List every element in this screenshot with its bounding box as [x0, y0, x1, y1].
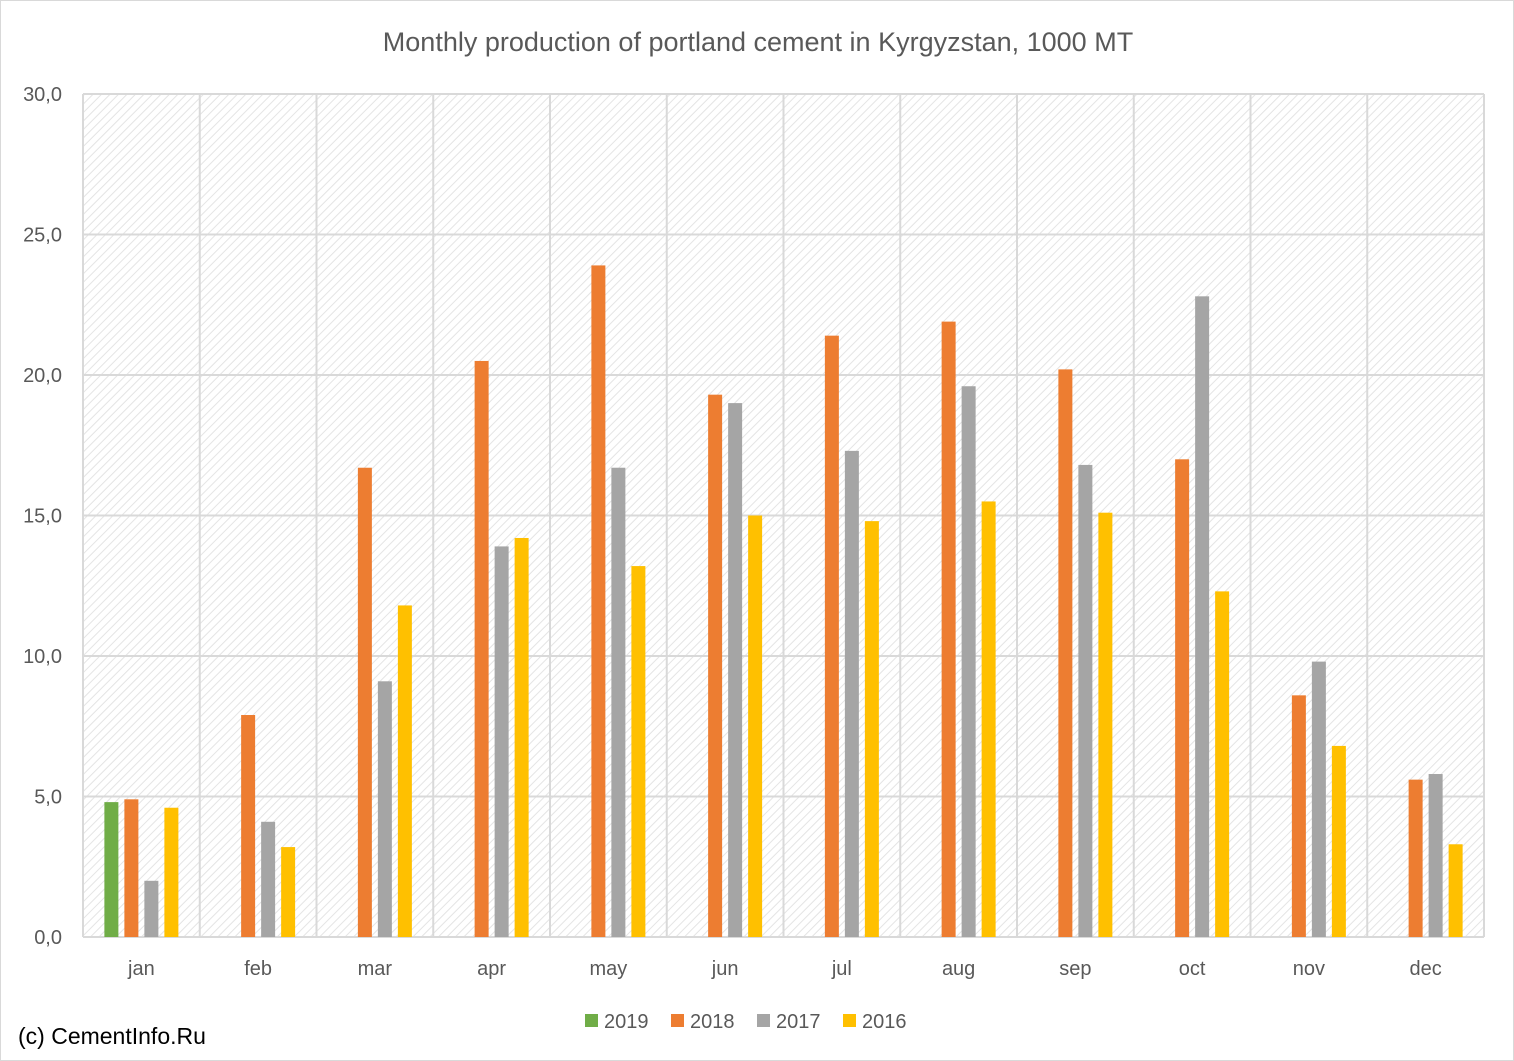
legend-label-2019: 2019 [604, 1011, 649, 1033]
x-tick-label: nov [1293, 958, 1325, 980]
bar-2016-may [631, 566, 646, 937]
x-tick-label: jan [127, 958, 155, 980]
bar-2018-mar [357, 467, 372, 937]
bar-2018-jan [124, 799, 139, 937]
bar-2017-nov [1311, 661, 1326, 937]
chart-title: Monthly production of portland cement in… [383, 27, 1133, 57]
y-tick-label: 10,0 [23, 646, 62, 668]
gridlines [82, 93, 1485, 938]
bar-2017-feb [261, 821, 276, 937]
x-tick-label: sep [1059, 958, 1091, 980]
bar-2018-oct [1175, 459, 1190, 937]
bar-2016-dec [1448, 844, 1463, 937]
x-tick-label: dec [1410, 958, 1442, 980]
bar-2016-jan [164, 807, 179, 937]
bar-2017-sep [1078, 464, 1093, 937]
legend-label-2017: 2017 [776, 1011, 821, 1033]
legend-label-2016: 2016 [862, 1011, 907, 1033]
legend: 2019 2018 2017 2016 [585, 1011, 907, 1033]
bar-2019-jan [104, 802, 119, 937]
legend-swatch-2018 [671, 1014, 684, 1027]
x-tick-label: jul [831, 958, 852, 980]
bar-2016-jul [864, 521, 879, 937]
bar-2017-apr [494, 546, 509, 937]
x-axis: jan feb mar apr may jun jul aug sep oct nov dec [127, 958, 1442, 980]
legend-swatch-2019 [585, 1014, 598, 1027]
legend-label-2018: 2018 [690, 1011, 735, 1033]
x-tick-label: aug [942, 958, 975, 980]
y-tick-label: 5,0 [34, 787, 62, 809]
bar-2018-aug [941, 321, 956, 937]
bar-2016-feb [281, 847, 296, 937]
bar-2017-mar [377, 681, 392, 937]
bar-2018-nov [1291, 695, 1306, 937]
y-tick-label: 25,0 [23, 225, 62, 247]
y-tick-label: 30,0 [23, 84, 62, 106]
bar-2016-apr [514, 537, 529, 937]
bar-2017-may [611, 467, 626, 937]
bar-2016-sep [1098, 512, 1113, 937]
bar-2018-apr [474, 360, 489, 937]
bar-2018-may [591, 265, 606, 937]
bar-2017-dec [1428, 774, 1443, 937]
bar-2018-dec [1408, 779, 1423, 937]
bar-2018-sep [1058, 369, 1073, 937]
legend-swatch-2017 [757, 1014, 770, 1027]
x-tick-label: mar [358, 958, 393, 980]
credit-text: (c) CementInfo.Ru [18, 1023, 206, 1049]
bar-2018-jun [708, 394, 723, 937]
x-tick-label: oct [1179, 958, 1206, 980]
bar-2018-feb [241, 715, 256, 937]
legend-swatch-2016 [843, 1014, 856, 1027]
bar-2017-aug [961, 386, 976, 937]
y-tick-label: 20,0 [23, 365, 62, 387]
bar-2016-mar [397, 605, 412, 937]
bar-2018-jul [824, 335, 839, 937]
x-tick-label: apr [477, 958, 506, 980]
bar-2017-jan [144, 880, 159, 937]
bar-2017-oct [1195, 296, 1210, 937]
y-tick-label: 0,0 [34, 927, 62, 949]
y-tick-label: 15,0 [23, 506, 62, 528]
bar-2016-nov [1331, 745, 1346, 937]
bar-2017-jul [844, 450, 859, 937]
bars [104, 265, 1463, 938]
x-tick-label: jun [711, 958, 739, 980]
x-tick-label: may [589, 958, 627, 980]
x-tick-label: feb [244, 958, 272, 980]
bar-2016-jun [748, 515, 763, 937]
bar-2016-oct [1215, 591, 1230, 937]
bar-2016-aug [981, 501, 996, 937]
bar-2017-jun [728, 403, 743, 938]
y-axis: 0,0 5,0 10,0 15,0 20,0 25,0 30,0 [23, 84, 62, 949]
